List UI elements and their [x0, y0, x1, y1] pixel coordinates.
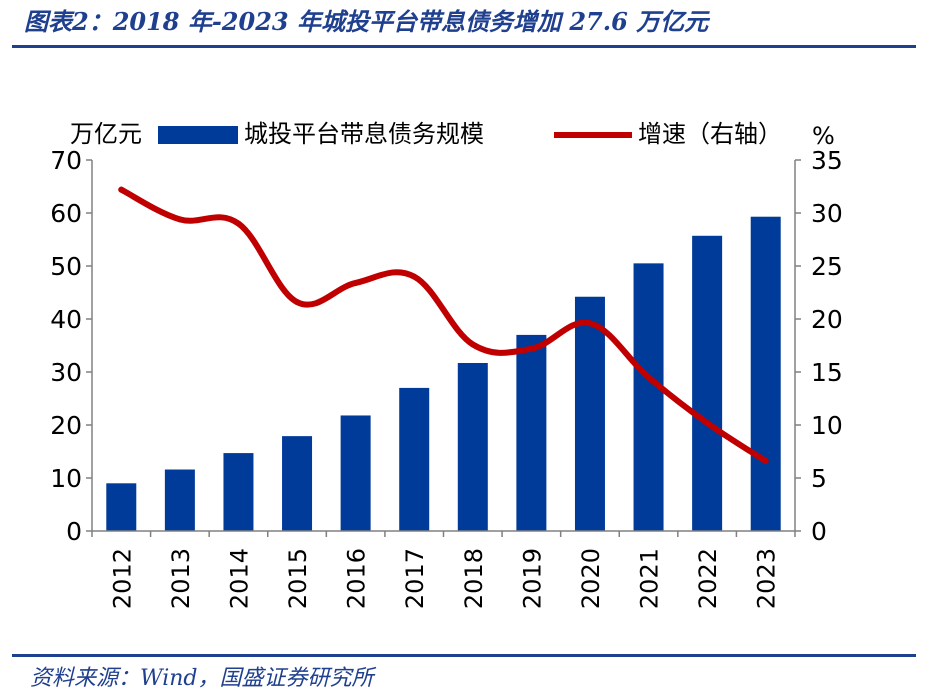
bar-2012 — [106, 483, 137, 531]
right-tick-label: 15 — [811, 358, 843, 387]
title-divider — [12, 45, 916, 48]
growth-point-2018 — [469, 341, 476, 348]
x-tick-label: 2012 — [108, 548, 136, 609]
left-axis-label: 万亿元 — [70, 120, 142, 148]
bar-2023 — [750, 216, 781, 531]
growth-line — [118, 186, 769, 465]
growth-point-2015 — [294, 299, 301, 306]
right-axis-label: % — [812, 122, 835, 150]
x-tick-label: 2021 — [636, 548, 664, 609]
growth-point-2016 — [352, 279, 359, 286]
bar-2014 — [223, 453, 254, 531]
growth-point-2021 — [645, 374, 652, 381]
bar-2022 — [692, 235, 723, 532]
growth-point-2013 — [176, 216, 183, 223]
x-tick-label: 2014 — [225, 548, 253, 609]
bar-2020 — [574, 296, 605, 531]
x-tick-label: 2022 — [694, 548, 722, 609]
growth-point-2017 — [411, 273, 418, 280]
right-tick-label: 35 — [811, 146, 843, 175]
left-tick-label: 10 — [50, 464, 82, 493]
right-tick-label: 5 — [811, 464, 827, 493]
bar-series — [106, 216, 781, 532]
x-tick-label: 2016 — [343, 548, 371, 609]
x-tick-label: 2018 — [460, 548, 488, 609]
left-tick-label: 30 — [50, 358, 82, 387]
line-series — [118, 186, 769, 465]
left-tick-label: 60 — [50, 199, 82, 228]
bar-2015 — [282, 436, 313, 531]
bar-2013 — [164, 469, 195, 531]
bar-2021 — [633, 263, 664, 531]
growth-point-2019 — [528, 345, 535, 352]
x-tick-label: 2017 — [401, 548, 429, 609]
legend-line-label: 增速（右轴） — [638, 120, 782, 148]
right-tick-label: 20 — [811, 305, 843, 334]
left-tick-label: 20 — [50, 411, 82, 440]
bar-2016 — [340, 415, 371, 531]
bar-2019 — [516, 334, 547, 531]
growth-point-2014 — [235, 220, 242, 227]
growth-point-2012 — [118, 186, 125, 193]
left-tick-label: 0 — [66, 517, 82, 546]
x-tick-label: 2019 — [518, 548, 546, 609]
right-tick-label: 25 — [811, 252, 843, 281]
right-tick-label: 10 — [811, 411, 843, 440]
bar-2017 — [399, 387, 430, 531]
chart-title: 图表2：2018 年-2023 年城投平台带息债务增加 27.6 万亿元 — [24, 7, 709, 36]
growth-point-2022 — [704, 419, 711, 426]
source-note: 资料来源：Wind，国盛证券研究所 — [30, 666, 374, 691]
bar-2018 — [457, 362, 488, 531]
left-tick-label: 70 — [50, 146, 82, 175]
x-tick-label: 2023 — [753, 548, 781, 609]
right-tick-label: 0 — [811, 517, 827, 546]
x-tick-label: 2015 — [284, 548, 312, 609]
left-tick-label: 50 — [50, 252, 82, 281]
legend-bar-label: 城投平台带息债务规模 — [244, 120, 484, 148]
right-tick-label: 30 — [811, 199, 843, 228]
axes: 0 10 20 30 40 50 60 70 0 5 10 15 20 25 30 35 2012 2013 201… — [50, 120, 843, 609]
x-tick-label: 2013 — [167, 548, 195, 609]
legend: 城投平台带息债务规模 增速（右轴） — [158, 120, 782, 148]
legend-bar-swatch — [158, 126, 238, 144]
source-divider — [12, 654, 916, 657]
growth-point-2020 — [586, 320, 593, 327]
x-tick-label: 2020 — [577, 548, 605, 609]
growth-point-2023 — [762, 458, 769, 465]
left-tick-label: 40 — [50, 305, 82, 334]
